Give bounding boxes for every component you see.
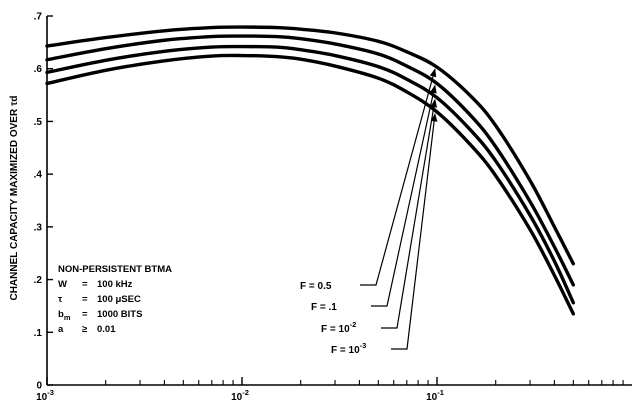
legend-label: F = 10-3 [331, 341, 366, 356]
y-tick-label: .7 [34, 12, 43, 23]
legend-leader-arrow [381, 98, 438, 329]
annotation-value: 0.01 [97, 324, 116, 335]
annotation-value: 100 μSEC [97, 294, 141, 305]
parameter-annotation: NON-PERSISTENT BTMA W = 100 kHz τ = 100 μSEC bm… [58, 264, 172, 335]
y-tick-label: .4 [34, 170, 43, 181]
legend-label: F = .1 [311, 302, 337, 313]
series-line [45, 53, 575, 316]
y-tick-label: .3 [34, 222, 43, 233]
x-axis: 10-3 10-2 10-1 [36, 377, 624, 403]
y-tick-label: 0 [36, 381, 42, 392]
y-axis: 0 .1 .2 .3 .4 .5 .6 .7 [34, 12, 53, 392]
plot-frame [46, 16, 632, 386]
x-tick-label: 10-1 [426, 388, 444, 403]
series-group [45, 25, 575, 316]
legend-leader-arrow [391, 113, 438, 350]
annotation-symbol: W [58, 279, 67, 290]
y-tick-label: .6 [34, 64, 43, 75]
legend-label: F = 10-2 [321, 320, 356, 335]
series-line [45, 25, 575, 266]
annotation-value: 1000 BITS [97, 309, 142, 320]
annotation-operator: = [82, 294, 88, 305]
annotation-symbol: a [58, 324, 64, 335]
annotation-title: NON-PERSISTENT BTMA [58, 264, 172, 275]
annotation-symbol: τ [58, 294, 63, 305]
y-tick-label: .2 [34, 275, 43, 286]
annotation-symbol: bm [58, 309, 71, 322]
y-tick-label: .5 [34, 117, 43, 128]
annotation-operator: = [82, 279, 88, 290]
annotation-operator: = [82, 309, 88, 320]
legend-label: F = 0.5 [300, 281, 332, 292]
y-tick-label: .1 [34, 328, 43, 339]
annotation-value: 100 kHz [97, 279, 133, 290]
series-line [45, 34, 575, 287]
legend-leader-arrow [360, 68, 437, 286]
x-tick-label: 10-3 [36, 388, 54, 403]
legend-leader-arrow [371, 84, 437, 307]
x-tick-label: 10-2 [231, 388, 249, 403]
y-axis-title: CHANNEL CAPACITY MAXIMIZED OVER τd [9, 95, 20, 300]
series-line [45, 44, 575, 305]
annotation-operator: ≥ [82, 324, 87, 335]
legend: F = 0.5 F = .1 F = 10-2 F = 10-3 [300, 68, 438, 356]
